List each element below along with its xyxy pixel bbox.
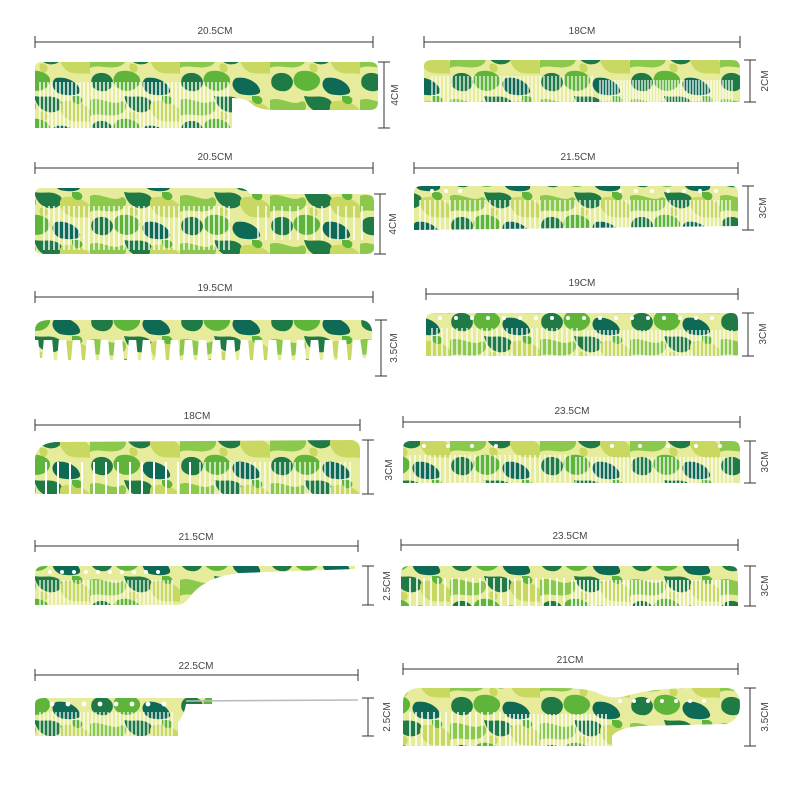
comb-c7: 18CM 3CM [34, 411, 395, 495]
height-label: 3CM [760, 575, 771, 596]
length-dimension [413, 162, 739, 174]
length-label: 18CM [569, 26, 596, 37]
comb-teeth [43, 206, 363, 250]
comb-teeth [409, 455, 733, 483]
length-dimension [425, 288, 739, 300]
comb-teeth [45, 462, 191, 494]
height-dimension [362, 565, 374, 606]
comb-image [424, 60, 740, 102]
length-label: 23.5CM [554, 406, 589, 417]
height-label: 2CM [760, 70, 771, 91]
length-label: 21CM [557, 655, 584, 666]
comb-c9: 21.5CM 2.5CM [34, 532, 393, 606]
length-label: 22.5CM [178, 661, 213, 672]
comb-image [403, 688, 740, 746]
comb-c3: 20.5CM 4CM [34, 152, 399, 255]
teeth-holes [430, 189, 718, 193]
teeth-holes [438, 316, 714, 320]
comb-c5: 19.5CM 3.5CM [34, 283, 400, 377]
comb-teeth [419, 200, 731, 230]
handle-holes [618, 699, 706, 703]
comb-c10: 23.5CM 3CM [400, 531, 771, 607]
length-label: 23.5CM [552, 531, 587, 542]
comb-c1: 20.5CM 4CM [34, 26, 401, 129]
comb-c11: 22.5CM 2.5CM [34, 661, 393, 737]
height-label: 3CM [384, 459, 395, 480]
height-dimension [378, 61, 390, 129]
length-dimension [400, 539, 739, 551]
comb-teeth [431, 76, 733, 102]
comb-teeth [39, 580, 173, 605]
comb-image [401, 566, 738, 606]
height-dimension [362, 439, 374, 495]
height-dimension [744, 440, 756, 484]
height-dimension [362, 697, 374, 737]
length-label: 18CM [184, 411, 211, 422]
height-dimension [742, 312, 754, 357]
length-label: 19.5CM [197, 283, 232, 294]
comb-teeth-fine [199, 462, 351, 494]
height-label: 3CM [758, 197, 769, 218]
length-dimension [34, 36, 374, 48]
height-label: 3.5CM [760, 702, 771, 731]
length-label: 20.5CM [197, 152, 232, 163]
comb-teeth [39, 82, 229, 128]
height-dimension [744, 565, 756, 607]
height-dimension [742, 185, 754, 231]
comb-image [35, 566, 355, 605]
length-dimension [34, 419, 361, 431]
length-label: 20.5CM [197, 26, 232, 37]
height-dimension [744, 687, 756, 747]
comb-image [35, 440, 360, 494]
teeth-holes [422, 444, 722, 448]
teeth-holes [49, 701, 167, 707]
height-dimension [375, 319, 387, 377]
comb-c8: 23.5CM 3CM [402, 406, 771, 484]
comb-image [35, 320, 372, 340]
height-label: 3CM [760, 451, 771, 472]
comb-teeth [409, 578, 729, 606]
length-label: 21.5CM [560, 152, 595, 163]
comb-teeth [39, 712, 173, 736]
height-dimension [374, 193, 386, 255]
comb-image [35, 62, 378, 128]
length-label: 19CM [569, 278, 596, 289]
comb-teeth [431, 328, 733, 356]
comb-image [403, 441, 740, 483]
comb-c12: 21CM 3.5CM [402, 655, 771, 747]
height-label: 4CM [390, 84, 401, 105]
height-label: 3CM [758, 323, 769, 344]
comb-c2: 18CM 2CM [423, 26, 771, 103]
tail-pin [185, 699, 359, 702]
comb-c4: 21.5CM 3CM [413, 152, 769, 231]
length-dimension [34, 669, 359, 681]
comb-c6: 19CM 3CM [425, 278, 769, 357]
length-dimension [402, 663, 739, 675]
length-dimension [34, 291, 374, 303]
height-dimension [744, 59, 756, 103]
height-label: 4CM [388, 213, 399, 234]
length-dimension [402, 416, 741, 428]
length-dimension [34, 540, 359, 552]
teeth-holes [48, 570, 160, 574]
height-label: 3.5CM [389, 333, 400, 362]
height-label: 2.5CM [382, 571, 393, 600]
comb-teeth [409, 712, 607, 746]
comb-teeth [38, 338, 368, 360]
height-label: 2.5CM [382, 702, 393, 731]
length-dimension [34, 162, 374, 174]
length-label: 21.5CM [178, 532, 213, 543]
length-dimension [423, 36, 741, 48]
